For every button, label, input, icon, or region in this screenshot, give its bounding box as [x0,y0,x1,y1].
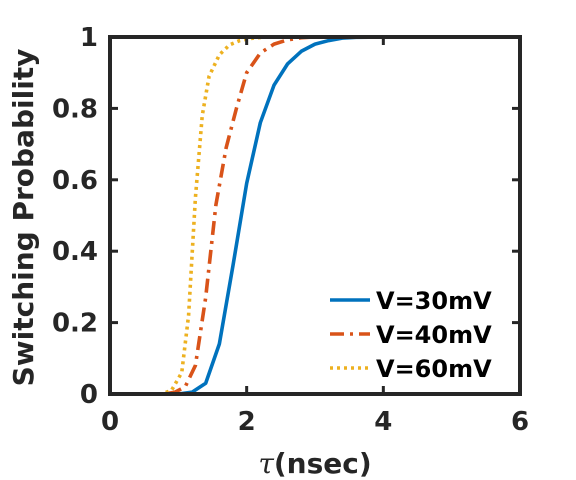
y-tick-label: 0 [80,380,98,410]
x-axis-label-symbol: τ [258,447,274,480]
axis-labels: 0 2 4 6 0 0.2 0.4 0.6 0.8 1 τ(nsec) Switching Proba… [7,23,529,480]
x-tick-label: 0 [101,407,119,437]
y-axis-label: Switching Probability [7,49,40,387]
y-tick-label: 0.8 [52,94,98,124]
y-tick-label: 1 [80,23,98,53]
legend-label-1: V=30mV [376,287,492,315]
x-axis-label: τ(nsec) [258,447,371,480]
legend: V=30mV V=40mV V=60mV [330,287,492,383]
x-tick-label: 6 [511,407,529,437]
x-tick-label: 2 [238,407,256,437]
x-tick-label: 4 [374,407,392,437]
y-tick-label: 0.2 [52,309,98,339]
series-line-3 [110,35,520,396]
series-line-2 [110,35,520,396]
axes-layer [108,35,522,396]
legend-label-3: V=60mV [376,355,492,383]
y-tick-label: 0.4 [52,237,98,267]
axes-frame [108,35,522,396]
y-tick-label: 0.6 [52,166,98,196]
legend-label-2: V=40mV [376,321,492,349]
x-axis-label-unit: (nsec) [274,447,372,480]
